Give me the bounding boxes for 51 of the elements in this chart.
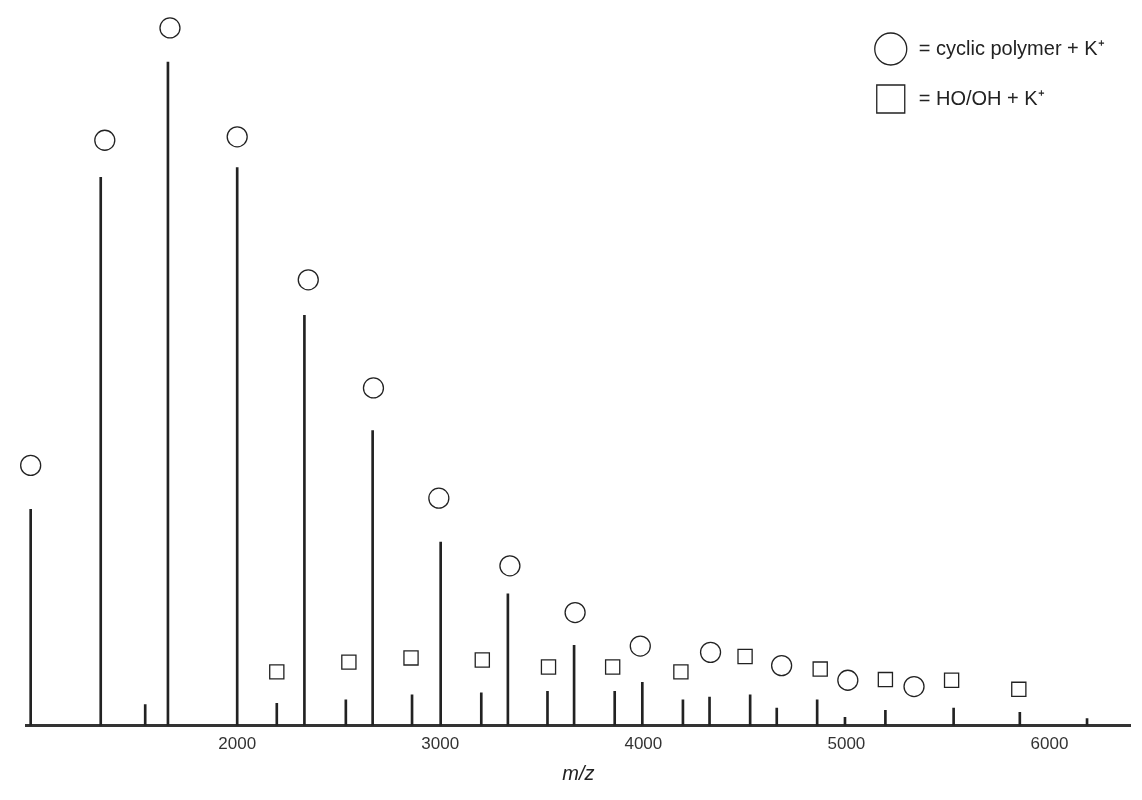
legend-label: = HO/OH + K⁺ (918, 86, 1045, 109)
bar (99, 176, 103, 726)
point (943, 672, 960, 688)
point (428, 487, 450, 509)
bar (303, 315, 306, 726)
bar (29, 509, 32, 726)
point (699, 641, 722, 663)
bar (775, 707, 779, 726)
bar (640, 682, 644, 726)
point (297, 269, 319, 291)
point (737, 648, 753, 665)
point (499, 555, 521, 577)
point (269, 664, 285, 680)
point (474, 652, 491, 668)
bar (613, 691, 617, 726)
point (540, 659, 557, 675)
bar (1018, 712, 1022, 726)
point (226, 126, 248, 148)
x-axis-title: m/z (562, 761, 595, 784)
point (1011, 681, 1027, 698)
legend-label: = cyclic polymer + K⁺ (918, 36, 1105, 59)
point (877, 671, 894, 688)
point (770, 654, 793, 677)
point (629, 635, 651, 657)
point (403, 650, 419, 666)
bar (884, 709, 887, 726)
x-tick-label: 4000 (624, 734, 663, 754)
bar (143, 704, 147, 726)
bar (546, 691, 549, 726)
point (604, 659, 621, 675)
point (564, 601, 586, 624)
bar (479, 692, 483, 726)
point (812, 661, 828, 677)
point (903, 675, 925, 698)
point (341, 654, 357, 670)
bar (708, 696, 711, 726)
bar (952, 707, 955, 726)
point (837, 669, 859, 691)
bar (439, 541, 442, 726)
bar (235, 167, 239, 726)
point (673, 664, 689, 680)
point (362, 377, 385, 399)
point (159, 17, 181, 39)
bar (275, 702, 279, 726)
x-tick-label: 6000 (1030, 734, 1069, 754)
bar (371, 430, 374, 726)
point (20, 454, 42, 477)
x-tick-label: 3000 (421, 734, 460, 754)
point (94, 129, 116, 151)
x-tick-label: 5000 (827, 734, 866, 754)
x-tick-label: 2000 (218, 734, 257, 754)
